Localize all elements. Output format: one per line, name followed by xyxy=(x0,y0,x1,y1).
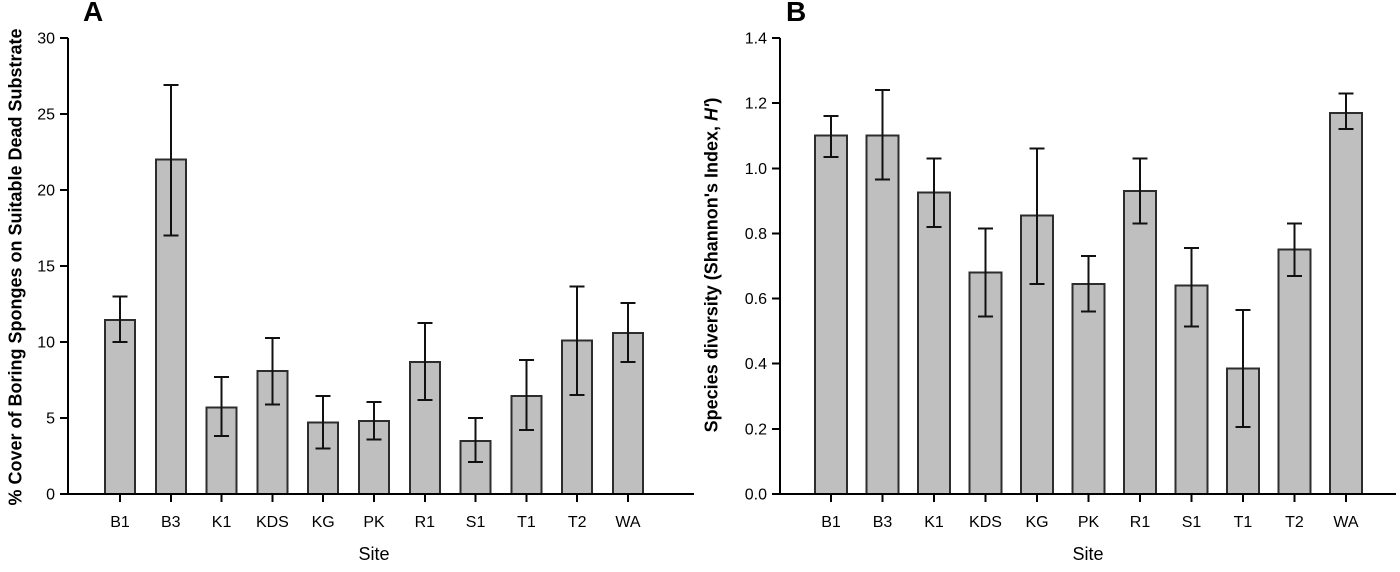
panel-b-y-tick-label-0.6: 0.6 xyxy=(745,291,767,308)
panel-b-x-tick-label-KDS: KDS xyxy=(969,514,1002,531)
panel-b-error-bar-K1 xyxy=(926,157,942,228)
panel-b-x-tick-label-R1: R1 xyxy=(1130,514,1151,531)
panel-b-x-tick-label-B1: B1 xyxy=(821,514,841,531)
panel-b-error-bar-T2 xyxy=(1287,222,1302,277)
panel-b-bar-WA xyxy=(1329,111,1363,496)
panel-a-error-bar-K1 xyxy=(214,375,230,438)
panel-b-x-tick-label-B3: B3 xyxy=(873,514,893,531)
panel-a-error-bar-WA xyxy=(620,302,636,363)
panel-a-error-bar-B3 xyxy=(163,84,179,237)
panel-a-error-bar-KDS xyxy=(264,337,280,406)
panel-b-plot: 0.0 0.2 0.4 0.6 0.8 1.0 1.2 1.4 B1 B3 K1 KDS KG PK R1 S… xyxy=(745,31,1396,531)
panel-b-error-bar-WA xyxy=(1338,92,1354,131)
panel-b-y-tick-label-0.4: 0.4 xyxy=(745,356,767,373)
panel-b-x-axis-title: Site xyxy=(1072,544,1104,564)
panel-b-y-tick-label-1.2: 1.2 xyxy=(745,96,767,113)
panel-b-letter: B xyxy=(786,0,807,27)
panel-a-x-tick-label-B3: B3 xyxy=(161,514,181,531)
panel-b-bar-B1 xyxy=(814,134,848,495)
panel-b-y-tick-label-1.0: 1.0 xyxy=(745,161,767,178)
panel-a-x-tick-label-S1: S1 xyxy=(466,514,486,531)
panel-a-x-tick-label-PK: PK xyxy=(363,514,385,531)
panel-a-x-tick-label-KDS: KDS xyxy=(256,514,289,531)
panel-b-error-bar-B3 xyxy=(875,89,890,181)
panel-b-x-tick-label-KG: KG xyxy=(1025,514,1048,531)
panel-a-y-tick-label-15: 15 xyxy=(37,259,55,276)
panel-b-y-tick-label-0.8: 0.8 xyxy=(745,226,767,243)
panel-a-y-tick-label-25: 25 xyxy=(37,107,55,124)
panel-b-error-bar-B1 xyxy=(823,115,839,158)
panel-b-x-tick-label-K1: K1 xyxy=(924,514,944,531)
panel-b-x-tick-label-WA: WA xyxy=(1333,514,1359,531)
panel-a-x-tick-label-K1: K1 xyxy=(212,514,232,531)
panel-b-error-bar-PK xyxy=(1081,255,1096,313)
panel-a-letter: A xyxy=(83,0,104,27)
panel-a-x-tick-label-B1: B1 xyxy=(110,514,130,531)
panel-b-x-tick-label-T2: T2 xyxy=(1285,514,1304,531)
panel-a-error-bar-PK xyxy=(366,401,382,441)
panel-b-error-bar-KDS xyxy=(978,227,993,318)
panel-b-y-axis-title-text: Species diversity (Shannon's Index, xyxy=(701,120,722,433)
panel-a-error-bar-B1 xyxy=(112,295,128,343)
panel-a-x-tick-label-T2: T2 xyxy=(568,514,587,531)
panel-b-x-tick-label-S1: S1 xyxy=(1182,514,1202,531)
panel-b-bar-B3 xyxy=(865,134,900,495)
panel-a-y-tick-label-30: 30 xyxy=(37,31,55,48)
panel-a-y-axis-title-text: % Cover of Boring Sponges on Suitable De… xyxy=(5,28,26,506)
panel-a-error-bar-T2 xyxy=(569,285,585,397)
panel-b-x-tick-label-PK: PK xyxy=(1078,514,1100,531)
panel-b-y-axis-title: Species diversity (Shannon's Index, H') xyxy=(702,98,723,433)
panel-b-bar-T2 xyxy=(1277,248,1312,495)
panel-a-bar-B1 xyxy=(104,318,136,495)
panel-a-x-tick-label-KG: KG xyxy=(312,514,335,531)
panel-b-error-bar-KG xyxy=(1029,147,1045,285)
panel-a-error-bar-T1 xyxy=(518,359,534,432)
panel-a-error-bar-KG xyxy=(315,394,331,450)
panel-a-x-axis-title: Site xyxy=(358,544,390,564)
panel-a-error-bar-R1 xyxy=(417,322,433,401)
panel-b-y-axis-title-suffix: ) xyxy=(701,97,722,104)
panel-a-plot: 0 5 10 15 20 25 30 B1 B3 K1 KDS KG PK R1 S1 T1 T2 WA xyxy=(37,31,694,531)
panel-a-y-tick-label-0: 0 xyxy=(46,487,55,504)
panel-b-error-bar-S1 xyxy=(1184,247,1199,328)
panel-b-y-tick-label-0.2: 0.2 xyxy=(745,421,767,438)
panel-a-bar-KG xyxy=(307,421,340,495)
panel-b-bar-K1 xyxy=(917,191,951,495)
panel-a-x-tick-label-R1: R1 xyxy=(415,514,436,531)
panel-b-bar-R1 xyxy=(1123,190,1157,495)
panel-a-y-tick-label-20: 20 xyxy=(37,183,55,200)
panel-a-y-tick-label-10: 10 xyxy=(37,335,55,352)
panel-a-error-bar-S1 xyxy=(468,417,484,464)
panel-b-x-tick-label-T1: T1 xyxy=(1234,514,1253,531)
panel-b-error-bar-R1 xyxy=(1132,157,1148,225)
panel-a-y-axis-title: % Cover of Boring Sponges on Suitable De… xyxy=(6,28,27,505)
panel-b-error-bar-T1 xyxy=(1235,308,1251,429)
panel-b-y-tick-label-0.0: 0.0 xyxy=(745,487,767,504)
panel-a-y-tick-label-5: 5 xyxy=(46,411,55,428)
panel-a-x-tick-label-T1: T1 xyxy=(517,514,536,531)
panel-b-y-tick-label-1.4: 1.4 xyxy=(745,31,767,48)
panel-a-x-tick-label-WA: WA xyxy=(615,514,641,531)
panel-b-bar-PK xyxy=(1071,282,1106,495)
panel-b-y-axis-title-italic: H' xyxy=(701,103,722,121)
